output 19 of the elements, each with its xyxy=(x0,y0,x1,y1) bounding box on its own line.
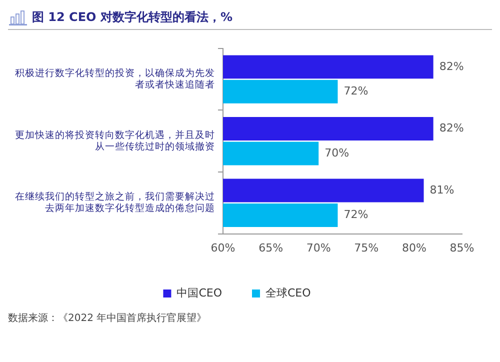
x-tick-label: 60% xyxy=(210,241,236,254)
x-tick-label: 85% xyxy=(450,241,474,254)
x-tick-label: 80% xyxy=(402,241,426,254)
x-tick-label: 70% xyxy=(306,241,331,254)
source-note: 数据来源：《2022 年中国首席执行官展望》 xyxy=(8,312,208,325)
data-label: 82% xyxy=(439,60,464,73)
y-tick-label: 更加快速的将投资转向数字化机遇，并且及时从一些传统过时的领域撤资 xyxy=(15,128,215,152)
data-label: 72% xyxy=(344,208,368,222)
x-tick-label: 75% xyxy=(354,241,379,254)
data-label: 72% xyxy=(344,84,368,98)
data-label: 70% xyxy=(324,146,350,160)
data-label: 81% xyxy=(430,183,454,196)
data-label: 82% xyxy=(439,122,464,135)
y-tick-label: 在继续我们的转型之旅之前，我们需要解决过去两年加速数字化转型造成的倦怠问题 xyxy=(15,190,215,214)
x-tick-label: 65% xyxy=(258,241,284,254)
chart-title: 图 12 CEO 对数字化转型的看法，% xyxy=(32,8,232,26)
y-tick-label: 积极进行数字化转型的投资，以确保成为先发者或者快速追随者 xyxy=(15,67,215,90)
legend-label: 全球CEO xyxy=(266,286,312,300)
legend-label: 中国CEO xyxy=(176,286,222,300)
